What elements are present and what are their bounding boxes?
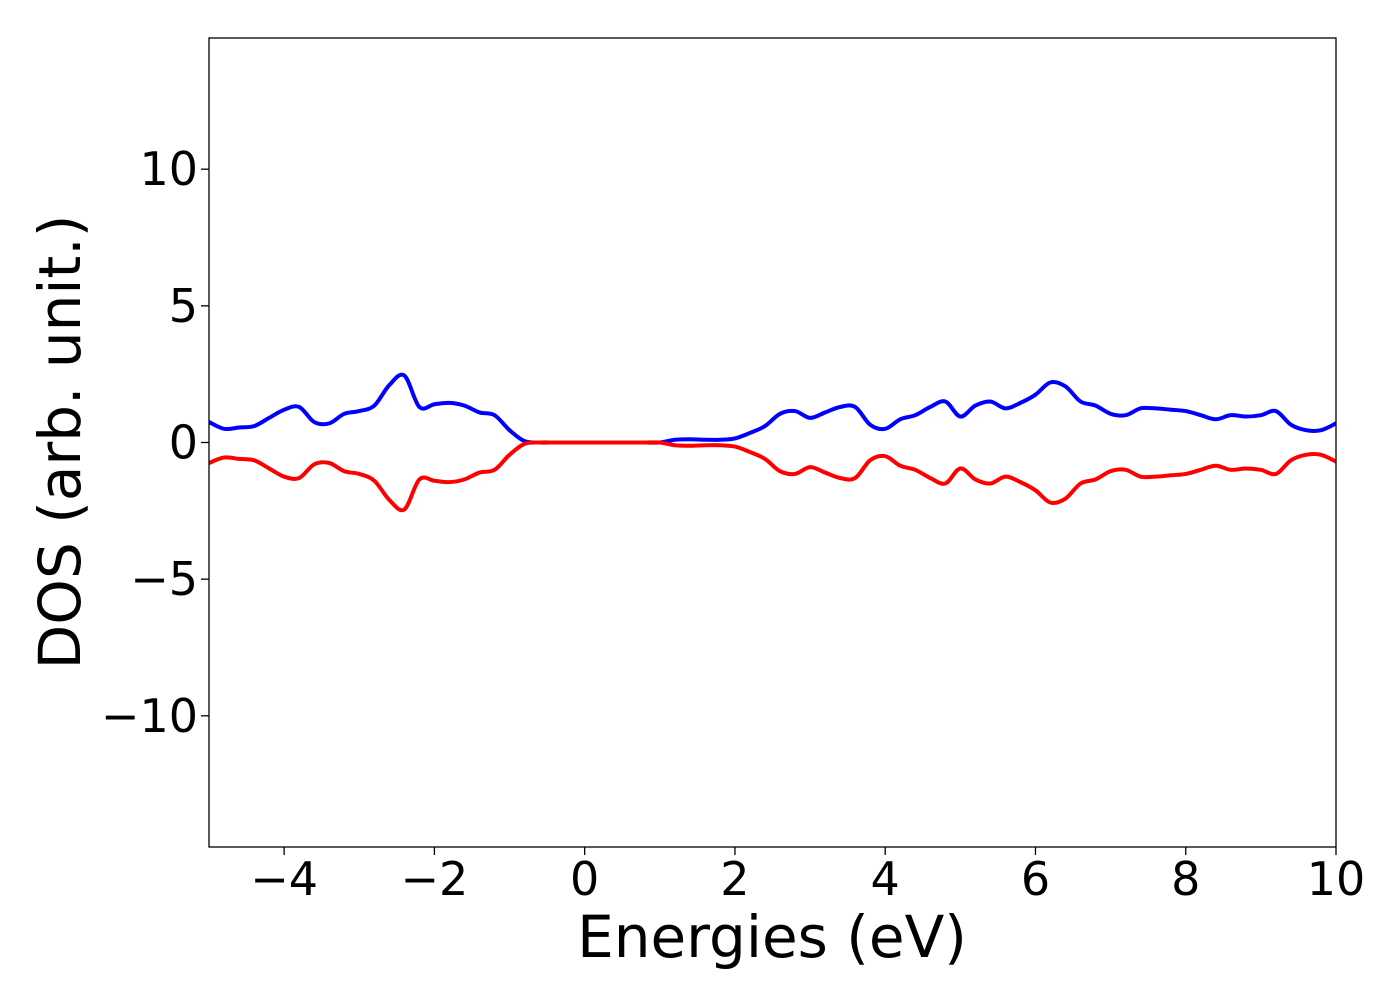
- x-tick-label: 6: [1021, 852, 1050, 906]
- x-tick-label: 8: [1171, 852, 1200, 906]
- x-tick-label: 4: [871, 852, 900, 906]
- x-tick-label: −2: [400, 852, 468, 906]
- x-tick-label: −4: [250, 852, 318, 906]
- y-axis-ticks: −10 −5 0 5 10: [101, 142, 209, 743]
- y-tick-label: −10: [101, 689, 198, 743]
- x-tick-label: 10: [1307, 852, 1366, 906]
- y-tick-label: 10: [139, 142, 198, 196]
- y-axis-label: DOS (arb. unit.): [26, 215, 94, 670]
- y-tick-label: 5: [169, 279, 198, 333]
- series-layer: [209, 372, 1336, 513]
- x-axis-ticks: −4 −2 0 2 4 6 8 10: [250, 847, 1365, 906]
- series-line-1: [209, 372, 1336, 445]
- x-tick-label: 2: [720, 852, 749, 906]
- series-line-2: [209, 440, 1336, 513]
- y-tick-label: 0: [169, 416, 198, 470]
- y-tick-label: −5: [130, 552, 198, 606]
- x-tick-label: 0: [570, 852, 599, 906]
- x-axis-label: Energies (eV): [577, 903, 967, 971]
